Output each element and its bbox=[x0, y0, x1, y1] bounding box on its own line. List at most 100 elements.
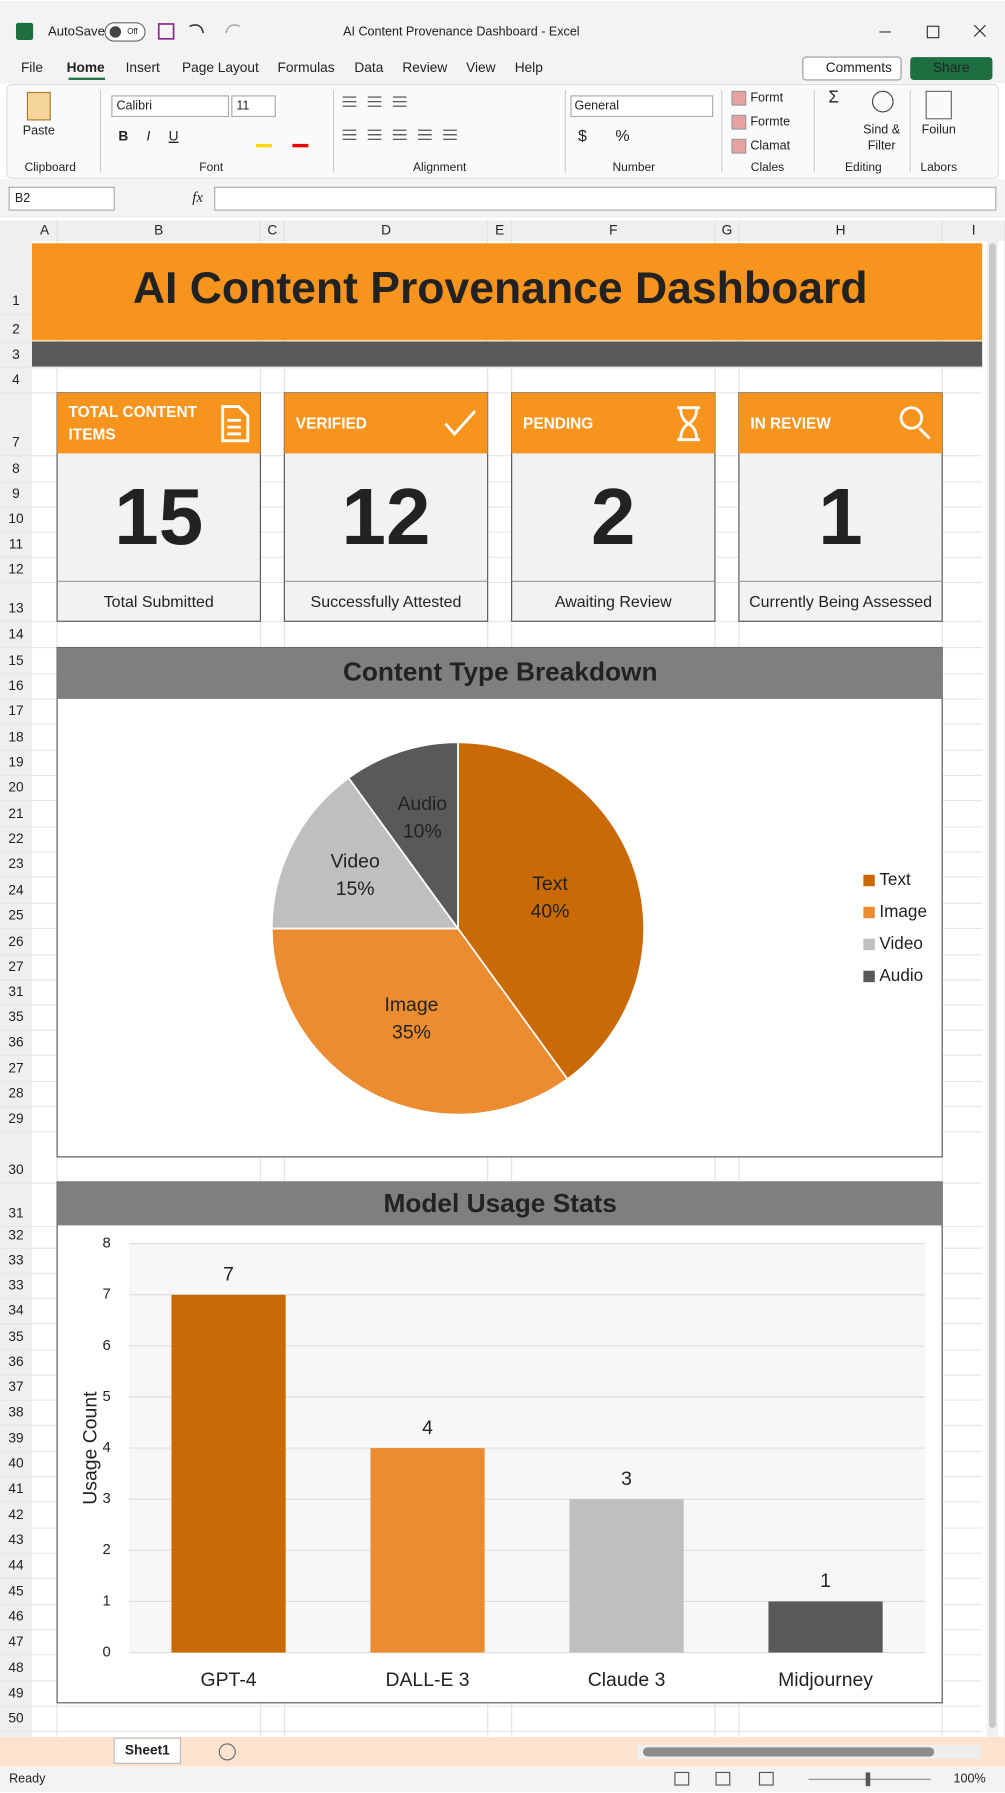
pie-value-label: 40% bbox=[531, 900, 570, 922]
row-header: 36 bbox=[8, 1354, 24, 1369]
kpi-card-header bbox=[284, 392, 488, 454]
bar bbox=[171, 1294, 286, 1653]
font-name-box bbox=[111, 95, 229, 118]
row-header: 27 bbox=[8, 959, 23, 974]
row-header: 47 bbox=[8, 1634, 23, 1649]
kpi-caption: Currently Being Assessed bbox=[749, 594, 932, 611]
align-icon bbox=[367, 96, 382, 107]
kpi-header-box: VERIFIED bbox=[296, 414, 367, 431]
legend-swatch bbox=[863, 970, 875, 983]
dark-band bbox=[31, 341, 983, 367]
row-header: 17 bbox=[8, 703, 23, 718]
row-header: 25 bbox=[8, 908, 24, 923]
pie-label: Audio bbox=[397, 793, 447, 815]
row-header: 30 bbox=[8, 1162, 24, 1177]
data-label: 4 bbox=[422, 1417, 433, 1439]
row-header: 22 bbox=[8, 831, 23, 846]
row-header: 35 bbox=[8, 1329, 24, 1344]
autosave-label: AutoSave bbox=[48, 23, 105, 38]
window-title: AI Content Provenance Dashboard - Excel bbox=[343, 24, 579, 38]
row-header: 48 bbox=[8, 1660, 24, 1675]
row-header: 39 bbox=[8, 1431, 23, 1446]
scroll-thumb-v bbox=[989, 243, 996, 1728]
bar bbox=[569, 1499, 684, 1653]
chart-header bbox=[57, 647, 943, 699]
column-header: G bbox=[722, 222, 733, 237]
data-label: 3 bbox=[621, 1468, 632, 1490]
kpi-value: 2 bbox=[591, 472, 635, 561]
column-header: E bbox=[495, 222, 504, 237]
kpi-card-header bbox=[738, 392, 943, 454]
title-banner bbox=[31, 243, 983, 341]
kpi-header-box: IN REVIEW bbox=[750, 414, 831, 431]
maximize bbox=[926, 25, 940, 39]
add-sheet[interactable] bbox=[218, 1743, 236, 1761]
bar bbox=[370, 1448, 485, 1653]
sheet-tab-label: Sheet1 bbox=[125, 1742, 170, 1757]
pie-value-label: 10% bbox=[403, 821, 442, 843]
kpi-card-header-text: TOTAL CONTENT ITEMS bbox=[68, 402, 198, 443]
ribbon-group-label: Alignment bbox=[413, 160, 467, 174]
row-header: 41 bbox=[8, 1481, 23, 1496]
style-icon bbox=[731, 138, 747, 154]
fill-color bbox=[255, 143, 272, 148]
row-header: 34 bbox=[8, 1303, 24, 1318]
row-header: 23 bbox=[8, 856, 24, 871]
align-icon bbox=[342, 96, 357, 107]
font-color bbox=[292, 143, 309, 148]
autosum: Σ bbox=[828, 87, 839, 107]
row-header: 33 bbox=[8, 1278, 24, 1293]
style-icon bbox=[731, 90, 747, 106]
toggle-knob bbox=[109, 26, 122, 38]
style-button: Formte bbox=[750, 115, 790, 129]
row-header: 10 bbox=[8, 511, 24, 526]
y-tick-label: 5 bbox=[103, 1389, 111, 1405]
save-icon bbox=[157, 23, 175, 40]
row-header: 33 bbox=[8, 1252, 24, 1267]
kpi-value: 1 bbox=[818, 472, 862, 561]
paste-icon bbox=[26, 91, 51, 121]
kpi-header-box: TOTAL CONTENT ITEMS bbox=[68, 402, 198, 443]
row-header: 45 bbox=[8, 1584, 24, 1599]
formula-input bbox=[214, 186, 997, 211]
kpi-value: 12 bbox=[342, 472, 431, 561]
bar bbox=[768, 1601, 883, 1653]
font-button: B bbox=[118, 129, 128, 144]
row-header: 8 bbox=[12, 461, 20, 476]
ribbon-tab: Review bbox=[402, 60, 447, 75]
comments-button bbox=[802, 56, 902, 81]
row-header: 1 bbox=[12, 293, 20, 308]
share-button-label: Share bbox=[933, 60, 970, 75]
scroll-thumb-h bbox=[642, 1747, 935, 1757]
ribbon-group-label: Clipboard bbox=[25, 160, 76, 174]
row-header: 35 bbox=[8, 1009, 24, 1024]
ribbon-tab: Formulas bbox=[278, 60, 335, 75]
kpi-icon bbox=[677, 406, 701, 442]
view-icon bbox=[715, 1771, 731, 1786]
view-icon bbox=[674, 1771, 690, 1786]
y-tick-label: 6 bbox=[103, 1338, 111, 1354]
number-format-box bbox=[570, 95, 714, 118]
row-header: 24 bbox=[8, 882, 24, 897]
column-header: D bbox=[381, 222, 391, 237]
sort-filter: Filter bbox=[868, 138, 896, 152]
kpi-caption: Awaiting Review bbox=[555, 594, 672, 611]
kpi-caption: Total Submitted bbox=[104, 594, 214, 611]
x-tick-label: Claude 3 bbox=[588, 1669, 666, 1691]
align-icon bbox=[342, 129, 357, 140]
legend-label: Image bbox=[879, 901, 927, 921]
row-header: 13 bbox=[8, 600, 24, 615]
y-tick-label: 2 bbox=[103, 1542, 111, 1558]
kpi-card-header bbox=[57, 392, 261, 454]
data-label: 7 bbox=[223, 1263, 234, 1285]
find-icon bbox=[871, 90, 894, 113]
name-box-text: B2 bbox=[15, 191, 30, 205]
row-header: 7 bbox=[12, 435, 20, 450]
row-header: 29 bbox=[8, 1111, 23, 1126]
ribbon-group-label: Editing bbox=[845, 160, 882, 174]
ribbon-tab: Data bbox=[354, 60, 383, 75]
column-header: I bbox=[972, 222, 976, 237]
close bbox=[973, 24, 986, 37]
data-label: 1 bbox=[820, 1570, 831, 1592]
row-header: 28 bbox=[8, 1086, 24, 1101]
